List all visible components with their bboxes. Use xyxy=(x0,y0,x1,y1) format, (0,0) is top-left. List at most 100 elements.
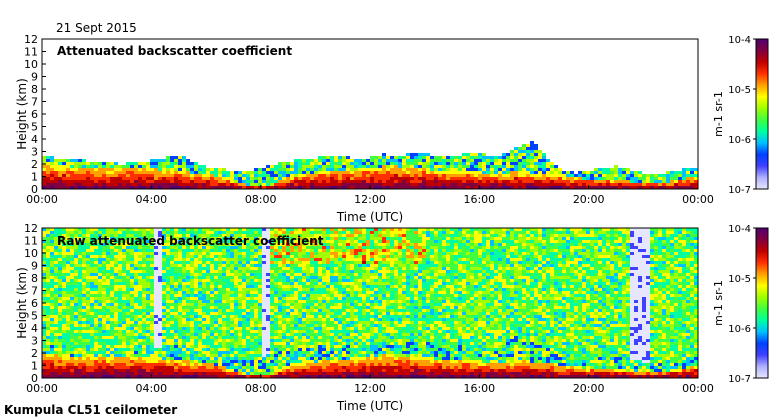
heatmap-cell xyxy=(670,174,674,177)
heatmap-cell xyxy=(246,246,250,249)
heatmap-cell xyxy=(62,255,66,258)
heatmap-cell xyxy=(146,321,150,324)
y-tick-label: 4 xyxy=(31,133,38,146)
heatmap-cell xyxy=(90,321,94,324)
heatmap-cell xyxy=(438,174,442,177)
heatmap-cell xyxy=(518,156,522,159)
heatmap-cell xyxy=(162,249,166,252)
heatmap-cell xyxy=(206,303,210,306)
heatmap-cell xyxy=(134,312,138,315)
heatmap-cell xyxy=(282,375,286,378)
heatmap-cell xyxy=(170,333,174,336)
heatmap-cell xyxy=(46,183,50,186)
heatmap-cell xyxy=(74,324,78,327)
heatmap-cell xyxy=(66,234,70,237)
heatmap-cell xyxy=(206,246,210,249)
heatmap-cell xyxy=(50,285,54,288)
heatmap-cell xyxy=(178,294,182,297)
heatmap-cell xyxy=(622,174,626,177)
heatmap-cell xyxy=(58,174,62,177)
heatmap-cell xyxy=(70,321,74,324)
heatmap-cell xyxy=(210,375,214,378)
heatmap-cell xyxy=(354,177,358,180)
heatmap-cell xyxy=(218,264,222,267)
heatmap-cell xyxy=(450,180,454,183)
heatmap-cell xyxy=(646,174,650,177)
heatmap-cell xyxy=(482,165,486,168)
heatmap-cell xyxy=(210,324,214,327)
heatmap-cell xyxy=(114,162,118,165)
heatmap-cell xyxy=(174,351,178,354)
heatmap-cell xyxy=(470,156,474,159)
heatmap-cell xyxy=(66,369,70,372)
heatmap-cell xyxy=(126,339,130,342)
heatmap-cell xyxy=(74,276,78,279)
heatmap-cell xyxy=(102,324,106,327)
heatmap-cell xyxy=(306,300,310,303)
heatmap-cell xyxy=(518,183,522,186)
heatmap-cell xyxy=(290,357,294,360)
heatmap-cell xyxy=(266,360,270,363)
heatmap-cell xyxy=(494,180,498,183)
heatmap-cell xyxy=(366,171,370,174)
heatmap-cell xyxy=(226,270,230,273)
heatmap-cell xyxy=(278,183,282,186)
heatmap-cell xyxy=(258,264,262,267)
heatmap-cell xyxy=(354,165,358,168)
heatmap-cell xyxy=(286,243,290,246)
heatmap-cell xyxy=(58,180,62,183)
heatmap-cell xyxy=(126,240,130,243)
heatmap-cell xyxy=(242,351,246,354)
heatmap-cell xyxy=(186,285,190,288)
heatmap-cell xyxy=(94,309,98,312)
heatmap-cell xyxy=(270,333,274,336)
heatmap-cell xyxy=(170,237,174,240)
heatmap-cell xyxy=(426,165,430,168)
heatmap-cell xyxy=(46,279,50,282)
heatmap-cell xyxy=(74,282,78,285)
heatmap-cell xyxy=(170,300,174,303)
heatmap-cell xyxy=(170,270,174,273)
heatmap-cell xyxy=(298,270,302,273)
heatmap-cell xyxy=(62,282,66,285)
heatmap-cell xyxy=(254,291,258,294)
heatmap-cell xyxy=(182,348,186,351)
heatmap-cell xyxy=(94,165,98,168)
heatmap-cell xyxy=(226,339,230,342)
heatmap-cell xyxy=(50,339,54,342)
heatmap-cell xyxy=(154,159,158,162)
heatmap-cell xyxy=(194,255,198,258)
heatmap-cell xyxy=(238,336,242,339)
heatmap-cell xyxy=(122,360,126,363)
heatmap-cell xyxy=(354,180,358,183)
heatmap-cell xyxy=(482,174,486,177)
heatmap-cell xyxy=(282,333,286,336)
heatmap-cell xyxy=(242,183,246,186)
heatmap-cell xyxy=(254,264,258,267)
heatmap-cell xyxy=(74,294,78,297)
heatmap-cell xyxy=(230,372,234,375)
heatmap-cell xyxy=(526,186,530,189)
heatmap-cell xyxy=(146,240,150,243)
heatmap-cell xyxy=(354,168,358,171)
heatmap-cell xyxy=(50,282,54,285)
heatmap-cell xyxy=(170,246,174,249)
heatmap-cell xyxy=(362,165,366,168)
heatmap-cell xyxy=(66,342,70,345)
heatmap-cell xyxy=(166,240,170,243)
heatmap-cell xyxy=(310,162,314,165)
heatmap-cell xyxy=(238,321,242,324)
heatmap-cell xyxy=(66,351,70,354)
heatmap-cell xyxy=(334,171,338,174)
heatmap-cell xyxy=(230,276,234,279)
heatmap-cell xyxy=(146,171,150,174)
heatmap-cell xyxy=(250,183,254,186)
heatmap-cell xyxy=(166,285,170,288)
heatmap-cell xyxy=(578,183,582,186)
heatmap-cell xyxy=(106,285,110,288)
heatmap-cell xyxy=(478,165,482,168)
heatmap-cell xyxy=(214,333,218,336)
heatmap-cell xyxy=(150,345,154,348)
heatmap-cell xyxy=(310,273,314,276)
heatmap-cell xyxy=(86,291,90,294)
